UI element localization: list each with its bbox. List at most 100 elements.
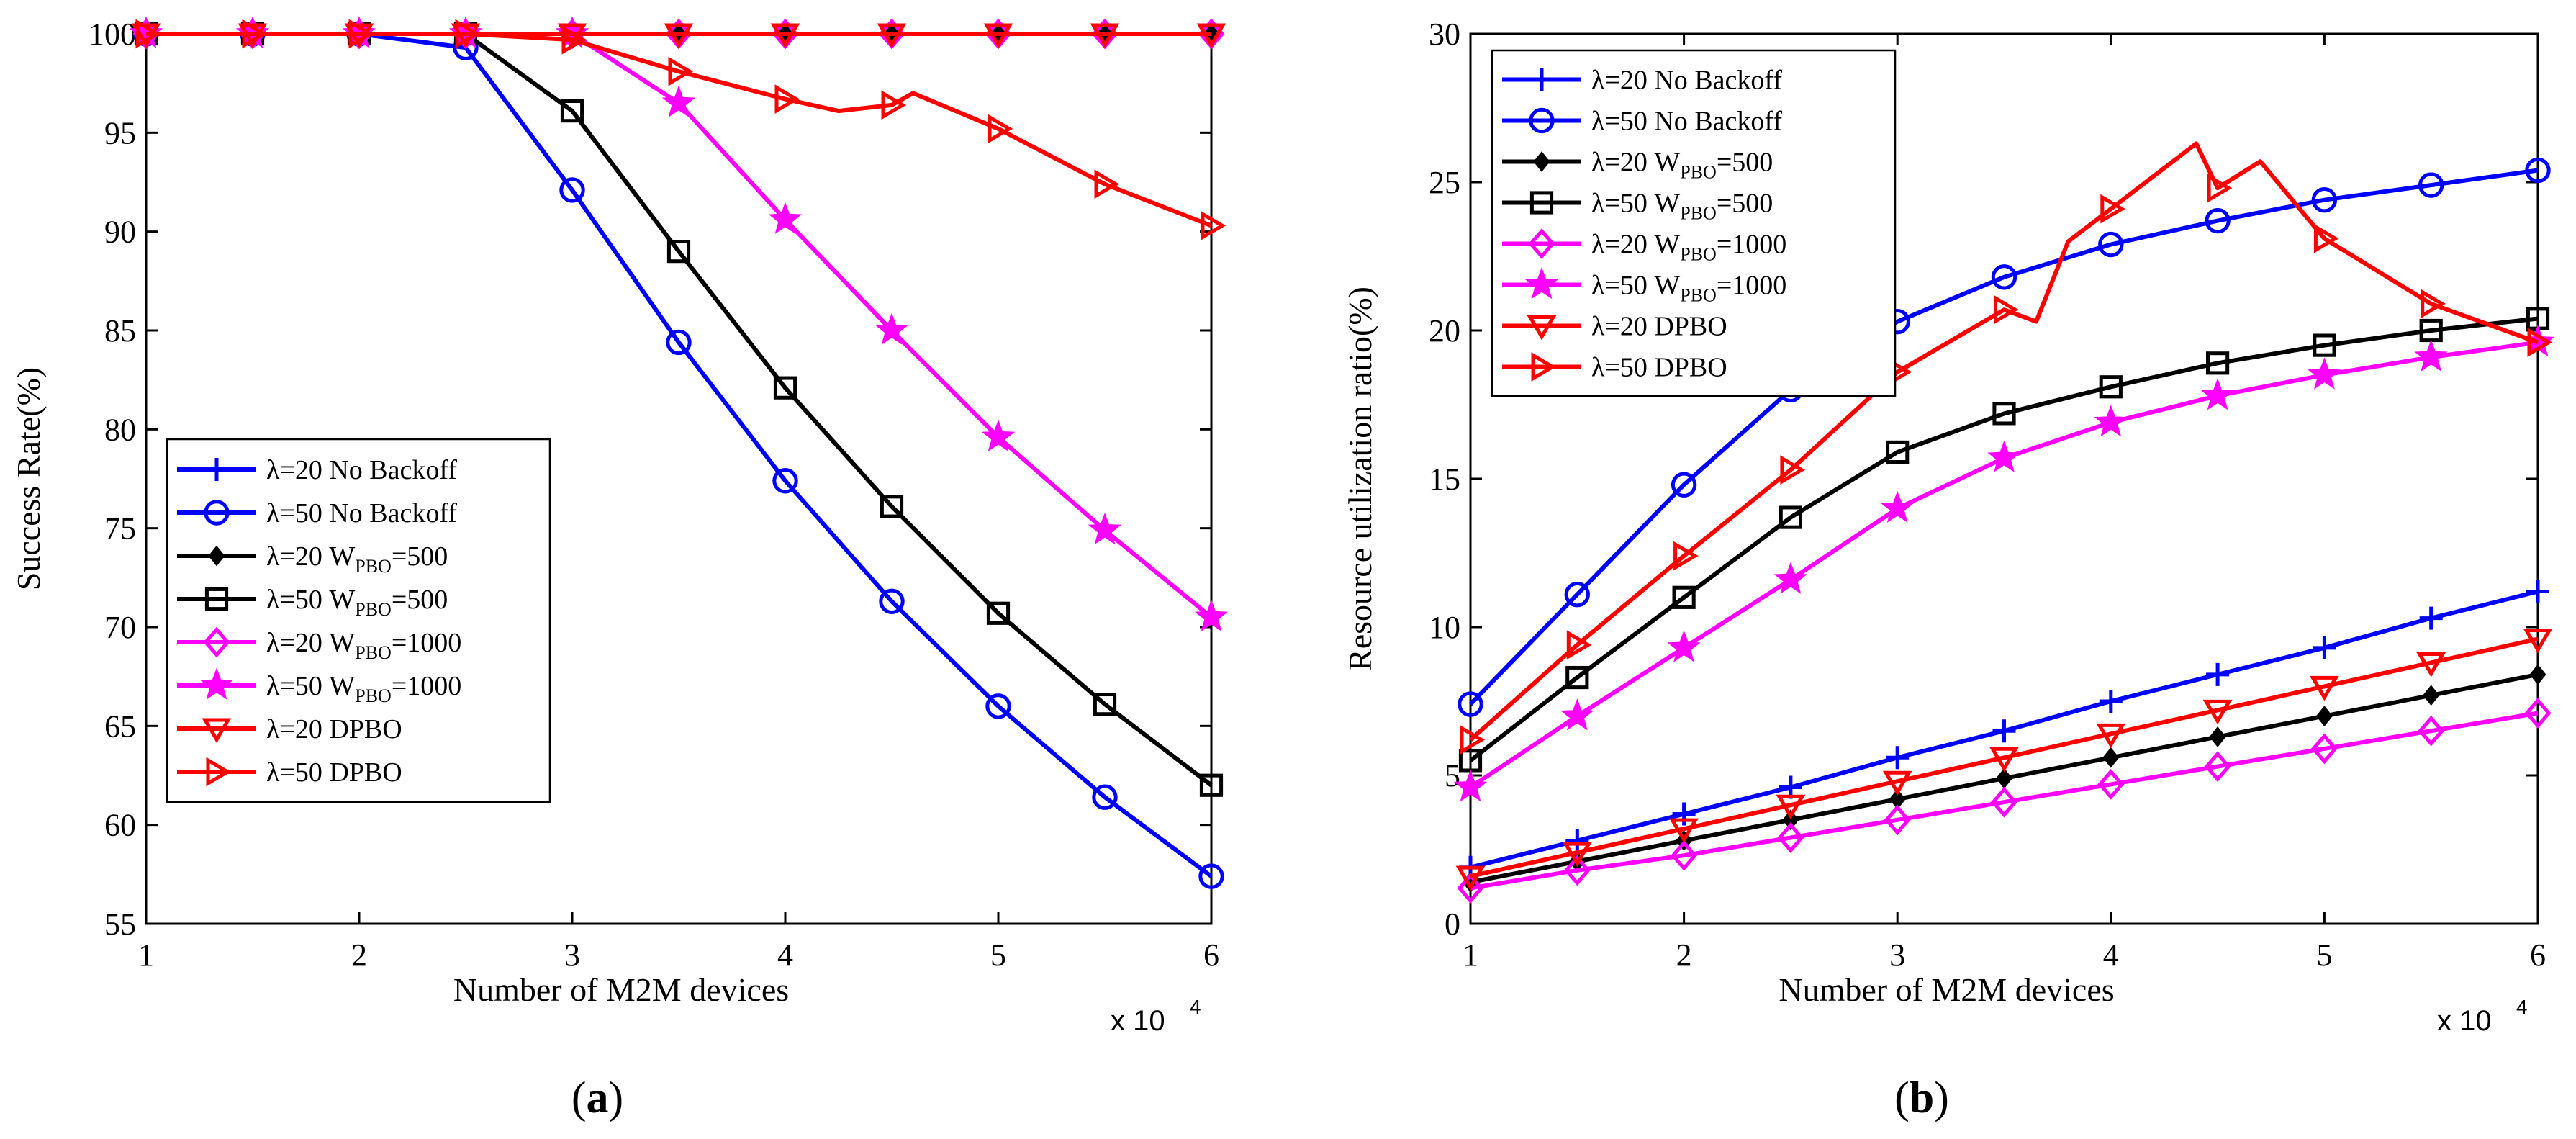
legend-item: λ=20 DPBO [1502,312,1727,342]
x-tick-label: 3 [1889,937,1905,973]
data-point [1455,865,1486,891]
legend-item: λ=20 WPBO=500 [1502,148,1773,183]
data-point [1457,873,1484,904]
legend-item: λ=20 WPBO=1000 [177,626,461,663]
data-point [1673,541,1699,571]
data-point [2200,378,2235,410]
data-point [1886,440,1910,464]
data-point [773,376,797,400]
legend-marker [1529,107,1555,134]
data-point [1780,455,1806,485]
y-axis-label: Resource utilization ratio(%) [1342,287,1378,671]
data-point [1776,794,1806,820]
data-point [1201,211,1226,240]
data-point [1194,599,1229,632]
data-point [2098,231,2124,258]
data-point [1994,294,2019,325]
x-tick-label: 2 [1676,937,1692,973]
legend-marker [202,718,232,744]
data-point [985,693,1011,719]
y-axis-label: Success Rate(%) [10,367,47,590]
legend-label: λ=20 DPBO [1591,312,1727,342]
legend-item: λ=50 WPBO=1000 [1502,267,1786,306]
legend-box [166,438,551,803]
legend-item: λ=20 No Backoff [177,455,457,485]
x-tick-label: 5 [990,937,1006,973]
legend-label: λ=50 DPBO [1591,353,1727,383]
x-multiplier-exponent: 4 [2516,996,2528,1018]
y-tick-label: 85 [104,313,136,348]
y-tick-label: 10 [1429,610,1460,645]
data-point [2313,333,2336,357]
data-point [2102,747,2120,768]
legend-label: λ=50 WPBO=500 [1591,189,1773,224]
chart-panel-a: 1 2 3 4 5 6 55 60 65 70 75 80 85 90 95 100 Number of M2M… [10,16,1229,1122]
x-tick-label: 4 [2103,937,2119,973]
data-point [664,23,694,49]
data-point [2099,375,2123,399]
data-point [2205,207,2231,234]
legend-label: λ=50 No Backoff [1591,107,1782,137]
legend-marker [199,667,234,700]
data-point [1565,665,1589,690]
data-point [1563,855,1591,886]
y-tick-label: 60 [104,808,136,843]
legend-label: λ=20 WPBO=500 [266,541,448,577]
x-axis-label: Number of M2M devices [453,971,789,1008]
legend-box [1491,49,1897,397]
data-point [2206,662,2230,686]
data-point [880,495,904,518]
legend-marker [205,458,228,481]
series-line [1470,711,2539,891]
series-line [1469,316,2539,762]
series-line [146,32,1213,228]
x-tick-label: 6 [1203,937,1219,973]
panel-caption: (a) [571,1073,623,1122]
data-point [1093,693,1117,716]
data-point [1560,698,1594,731]
x-axis-label: Number of M2M devices [1779,971,2114,1008]
data-point [1777,822,1804,853]
data-point [135,19,161,49]
data-point [1092,784,1118,810]
legend-marker [1530,68,1553,91]
legend-item: λ=20 No Backoff [1502,66,1782,96]
data-point [1782,809,1799,831]
data-point [2416,652,2446,677]
data-point [2418,172,2444,198]
data-point [2204,751,2231,783]
y-tick-label: 0 [1445,906,1460,942]
data-point [2094,405,2128,437]
data-point [1458,691,1483,717]
data-point [2529,664,2546,685]
chart-panel-b: 1 2 3 4 5 6 0 5 10 15 20 25 30 Number of M2M devices R… [1342,17,2555,1122]
y-tick-label: 75 [104,511,136,546]
legend: λ=20 No Backoff λ=50 No Backoff λ=20 WPBO=… [1491,49,1897,397]
series-line [1470,636,2539,879]
legend-marker [206,757,232,787]
data-point [348,19,374,49]
data-point [1992,402,2016,426]
y-tick-label: 20 [1429,313,1460,348]
series-5 [1453,325,2555,802]
data-point [2209,726,2226,747]
data-point [1671,472,1697,498]
data-point [2421,289,2446,319]
data-point [1987,440,2021,472]
series-4 [1457,698,2552,904]
x-multiplier-label: x 10 [2437,1005,2492,1037]
x-tick-label: 4 [777,937,793,973]
data-point [1992,719,2016,743]
data-point [2206,351,2230,375]
data-point [1886,746,1910,770]
data-point [986,601,1011,625]
y-tick-label: 95 [104,115,136,150]
data-point [666,329,692,356]
y-tick-label: 30 [1429,17,1460,52]
y-tick-label: 55 [104,906,136,942]
data-point [559,177,585,203]
data-point [1562,842,1592,868]
data-point [1671,839,1698,871]
data-point [1773,562,1808,594]
